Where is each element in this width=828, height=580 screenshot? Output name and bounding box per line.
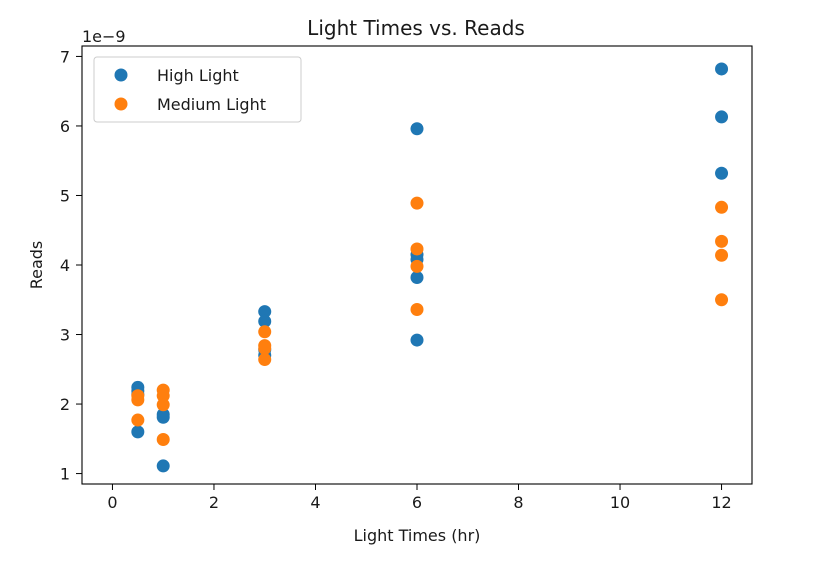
point-medium-light — [715, 200, 729, 214]
point-medium-light — [715, 234, 729, 248]
legend-marker-high-light — [114, 68, 128, 82]
point-high-light — [131, 425, 145, 439]
point-medium-light — [131, 393, 145, 407]
legend-box — [93, 56, 302, 123]
point-medium-light — [258, 353, 272, 367]
x-tick-label: 8 — [513, 493, 523, 512]
y-axis-offset-text: 1e−9 — [82, 27, 126, 46]
y-tick-label: 6 — [60, 117, 70, 136]
x-tick-label: 12 — [711, 493, 731, 512]
y-tick-label: 1 — [60, 465, 70, 484]
legend: High Light Medium Light — [93, 56, 302, 123]
x-axis-label: Light Times (hr) — [354, 526, 481, 545]
point-medium-light — [131, 413, 145, 427]
legend-marker-medium-light — [114, 97, 128, 111]
point-medium-light — [258, 341, 272, 355]
point-medium-light — [715, 248, 729, 262]
y-tick-label: 7 — [60, 47, 70, 66]
legend-label-medium-light: Medium Light — [157, 95, 266, 114]
x-tick-label: 0 — [107, 493, 117, 512]
point-high-light — [715, 110, 729, 124]
x-tick-label: 10 — [610, 493, 630, 512]
y-axis-label: Reads — [27, 241, 46, 290]
y-tick-label: 3 — [60, 326, 70, 345]
point-high-light — [715, 62, 729, 76]
x-tick-label: 2 — [209, 493, 219, 512]
point-high-light — [156, 410, 170, 424]
point-medium-light — [410, 259, 424, 273]
point-medium-light — [156, 433, 170, 447]
y-tick-label: 4 — [60, 256, 70, 275]
x-tick-label: 4 — [310, 493, 320, 512]
point-high-light — [156, 459, 170, 473]
point-medium-light — [410, 196, 424, 210]
plot-frame — [81, 45, 753, 485]
y-tick-label: 2 — [60, 395, 70, 414]
y-tick-label: 5 — [60, 186, 70, 205]
point-high-light — [715, 166, 729, 180]
point-medium-light — [410, 242, 424, 256]
point-high-light — [258, 305, 272, 319]
point-high-light — [410, 271, 424, 285]
point-medium-light — [410, 302, 424, 316]
chart-title: Light Times vs. Reads — [307, 16, 525, 40]
point-medium-light — [715, 293, 729, 307]
point-high-light — [410, 333, 424, 347]
point-medium-light — [156, 389, 170, 403]
legend-label-high-light: High Light — [157, 66, 239, 85]
x-tick-label: 6 — [412, 493, 422, 512]
point-high-light — [258, 314, 272, 328]
point-medium-light — [156, 398, 170, 412]
point-high-light — [410, 122, 424, 136]
data-points — [131, 62, 729, 473]
point-medium-light — [258, 325, 272, 339]
